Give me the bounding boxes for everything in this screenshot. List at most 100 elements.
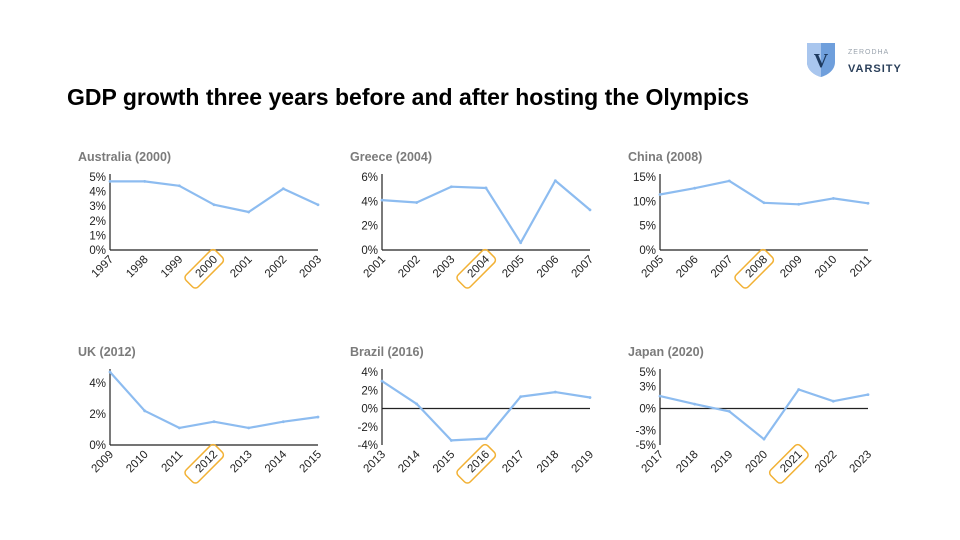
logo-letter: V — [814, 50, 829, 72]
y-tick-label: -3% — [636, 425, 656, 437]
x-tick-label: 2003 — [298, 254, 325, 281]
data-point — [449, 185, 453, 189]
x-tick-label: 2019 — [570, 449, 597, 476]
y-tick-label: -2% — [358, 422, 378, 434]
logo-brand-main: VARSITY — [848, 63, 902, 75]
data-point — [143, 179, 147, 183]
y-tick-label: 10% — [633, 196, 656, 208]
x-tick-group: 2002 — [396, 254, 423, 281]
x-tick-label: 2003 — [431, 254, 458, 281]
data-point — [281, 420, 285, 424]
x-tick-label: 1997 — [90, 254, 117, 281]
data-point — [484, 186, 488, 190]
host-year-highlight — [184, 443, 225, 484]
x-tick-label: 2006 — [535, 254, 562, 281]
x-tick-group: 2005 — [500, 254, 527, 281]
chart-china: China (2008) 0% 5% 10% 15% 2005 2006 2007 2008 2… — [628, 150, 878, 300]
chart-brazil: Brazil (2016) -4% -2% 0% 2% 4% 2013 2014 2015 20… — [350, 345, 600, 495]
x-tick-label: 2005 — [500, 254, 527, 281]
x-tick-group: 2002 — [263, 254, 290, 281]
x-tick-group: 2015 — [431, 449, 458, 476]
y-tick-label: 4% — [89, 378, 106, 390]
x-tick-label: 2018 — [674, 449, 701, 476]
x-tick-group: 2013 — [228, 449, 255, 476]
y-tick-label: 0% — [361, 245, 378, 257]
x-tick-group: 2020 — [744, 449, 771, 476]
host-year-highlight — [734, 248, 775, 289]
data-point — [177, 426, 181, 430]
x-tick-label: 2017 — [640, 449, 667, 476]
data-point — [449, 439, 453, 442]
x-tick-group: 1999 — [159, 254, 186, 281]
x-tick-group: 2014 — [263, 448, 290, 475]
x-tick-label: 2011 — [159, 449, 185, 475]
x-tick-group: 2019 — [709, 449, 736, 476]
x-tick-group: 2018 — [535, 449, 562, 476]
x-tick-group: 2003 — [431, 254, 458, 281]
y-tick-label: 2% — [361, 385, 378, 397]
data-point — [588, 208, 592, 212]
chart-plot: 0% 2% 4% 6% 2001 2002 2003 2004 2005 2006 2007 — [361, 172, 596, 289]
data-point — [380, 379, 384, 383]
x-tick-label: 2014 — [396, 448, 423, 475]
x-tick-group: 2022 — [813, 449, 840, 476]
data-point — [658, 193, 662, 196]
host-year-highlight — [184, 248, 225, 289]
chart-title: Brazil (2016) — [350, 345, 424, 359]
x-tick-label: 2001 — [228, 254, 255, 281]
x-tick-group: 1997 — [90, 254, 117, 281]
data-point — [866, 393, 870, 397]
data-point — [316, 415, 320, 419]
x-tick-group: 2012 — [184, 443, 225, 484]
x-tick-label: 2011 — [848, 254, 874, 280]
data-point — [727, 179, 731, 183]
x-tick-label: 2020 — [744, 449, 771, 476]
x-tick-label: 2010 — [124, 449, 151, 476]
x-tick-group: 2010 — [813, 254, 840, 281]
x-tick-label: 2002 — [263, 254, 290, 281]
x-tick-label: 1998 — [124, 254, 151, 281]
y-tick-label: -4% — [358, 440, 378, 452]
data-point — [316, 203, 320, 207]
x-tick-label: 2018 — [535, 449, 562, 476]
x-tick-group: 2023 — [848, 449, 875, 476]
x-tick-group: 2017 — [500, 449, 527, 476]
data-point — [727, 410, 731, 413]
x-tick-group: 2001 — [228, 254, 255, 281]
x-tick-label: 2021 — [778, 449, 805, 476]
gdp-series-line — [110, 180, 319, 214]
x-tick-label: 2017 — [500, 449, 527, 476]
x-tick-group: 2009 — [90, 449, 117, 476]
x-tick-label: 2005 — [640, 254, 667, 281]
x-tick-group: 2013 — [362, 449, 389, 476]
data-point — [177, 184, 181, 188]
data-point — [831, 399, 835, 403]
data-point — [212, 203, 216, 207]
x-tick-label: 2008 — [744, 254, 771, 281]
chart-plot: 0% 1% 2% 3% 4% 5% 1997 1998 1999 2000 2001 2002 2003 — [89, 172, 325, 289]
y-tick-label: 0% — [89, 440, 106, 452]
y-tick-label: 5% — [639, 367, 656, 379]
chart-title: Australia (2000) — [78, 150, 172, 164]
y-tick-label: 2% — [89, 409, 106, 421]
data-point — [693, 402, 697, 406]
data-point — [658, 394, 662, 398]
data-point — [797, 388, 801, 391]
data-point — [553, 179, 557, 183]
y-tick-label: 1% — [89, 230, 106, 242]
data-point — [693, 186, 697, 190]
y-tick-label: 2% — [361, 221, 378, 233]
gdp-series-line — [659, 388, 869, 441]
x-tick-label: 2023 — [848, 449, 875, 476]
x-tick-label: 2013 — [362, 449, 389, 476]
data-point — [588, 396, 592, 399]
chart-plot: 0% 2% 4% 2009 2010 2011 2012 2013 2014 2015 — [89, 369, 325, 484]
x-tick-group: 2006 — [535, 254, 562, 281]
x-tick-group: 2015 — [298, 449, 325, 476]
x-tick-label: 2013 — [228, 449, 255, 476]
data-point — [797, 202, 801, 206]
gdp-series-line — [381, 179, 591, 244]
x-tick-group: 2009 — [778, 254, 805, 281]
data-point — [553, 390, 557, 394]
data-point — [415, 201, 419, 204]
